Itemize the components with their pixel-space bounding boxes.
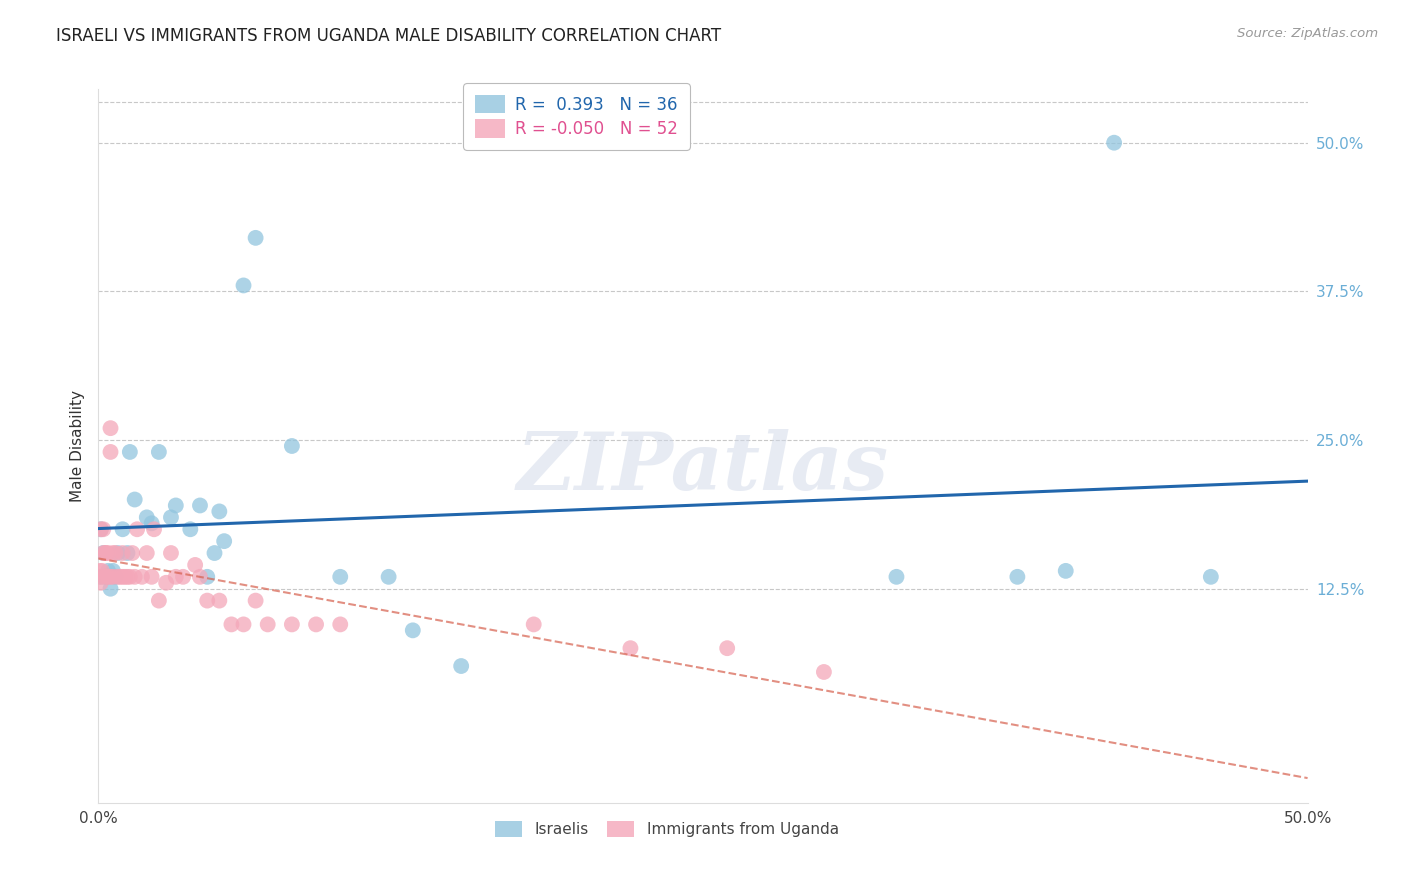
Point — [256, 617, 278, 632]
Point — [208, 593, 231, 607]
Point — [886, 570, 908, 584]
Point — [195, 593, 218, 607]
Point — [111, 570, 134, 584]
Point — [188, 499, 211, 513]
Point — [101, 570, 124, 584]
Point — [232, 617, 254, 632]
Point — [131, 570, 153, 584]
Point — [90, 522, 112, 536]
Point — [121, 546, 143, 560]
Point — [118, 445, 141, 459]
Point — [212, 534, 235, 549]
Point — [101, 546, 124, 560]
Point — [195, 570, 218, 584]
Point — [402, 624, 425, 638]
Point — [90, 570, 112, 584]
Point — [90, 522, 112, 536]
Point — [523, 617, 546, 632]
Point — [1054, 564, 1077, 578]
Point — [1199, 570, 1222, 584]
Point — [813, 665, 835, 679]
Point — [232, 278, 254, 293]
Point — [160, 510, 183, 524]
Point — [94, 546, 117, 560]
Point — [148, 593, 170, 607]
Point — [117, 546, 139, 560]
Point — [97, 546, 120, 560]
Point — [141, 570, 163, 584]
Text: ZIPatlas: ZIPatlas — [517, 429, 889, 506]
Legend: Israelis, Immigrants from Uganda: Israelis, Immigrants from Uganda — [486, 814, 846, 845]
Point — [1102, 136, 1125, 150]
Point — [619, 641, 641, 656]
Point — [143, 522, 166, 536]
Point — [90, 575, 112, 590]
Point — [204, 546, 226, 560]
Point — [124, 570, 146, 584]
Point — [172, 570, 194, 584]
Point — [100, 421, 122, 435]
Point — [94, 570, 117, 584]
Point — [165, 570, 187, 584]
Point — [108, 570, 131, 584]
Point — [90, 570, 112, 584]
Point — [281, 617, 304, 632]
Point — [160, 546, 183, 560]
Point — [118, 570, 141, 584]
Point — [716, 641, 738, 656]
Point — [94, 570, 117, 584]
Point — [111, 522, 134, 536]
Point — [450, 659, 472, 673]
Text: Source: ZipAtlas.com: Source: ZipAtlas.com — [1237, 27, 1378, 40]
Point — [127, 522, 149, 536]
Point — [155, 575, 177, 590]
Point — [124, 492, 146, 507]
Point — [305, 617, 328, 632]
Point — [104, 570, 127, 584]
Point — [107, 546, 129, 560]
Point — [97, 570, 120, 584]
Point — [245, 593, 267, 607]
Point — [329, 617, 352, 632]
Point — [184, 558, 207, 572]
Point — [165, 499, 187, 513]
Point — [114, 570, 136, 584]
Point — [245, 231, 267, 245]
Point — [97, 564, 120, 578]
Point — [91, 522, 114, 536]
Point — [377, 570, 399, 584]
Point — [100, 570, 122, 584]
Point — [135, 510, 157, 524]
Point — [91, 546, 114, 560]
Point — [135, 546, 157, 560]
Text: ISRAELI VS IMMIGRANTS FROM UGANDA MALE DISABILITY CORRELATION CHART: ISRAELI VS IMMIGRANTS FROM UGANDA MALE D… — [56, 27, 721, 45]
Point — [91, 564, 114, 578]
Point — [179, 522, 201, 536]
Point — [281, 439, 304, 453]
Point — [111, 546, 134, 560]
Y-axis label: Male Disability: Male Disability — [69, 390, 84, 502]
Point — [94, 546, 117, 560]
Point — [1007, 570, 1029, 584]
Point — [117, 570, 139, 584]
Point — [89, 564, 111, 578]
Point — [221, 617, 243, 632]
Point — [329, 570, 352, 584]
Point — [148, 445, 170, 459]
Point — [107, 570, 129, 584]
Point — [188, 570, 211, 584]
Point — [101, 564, 124, 578]
Point — [91, 546, 114, 560]
Point — [104, 546, 127, 560]
Point — [208, 504, 231, 518]
Point — [100, 582, 122, 596]
Point — [141, 516, 163, 531]
Point — [100, 445, 122, 459]
